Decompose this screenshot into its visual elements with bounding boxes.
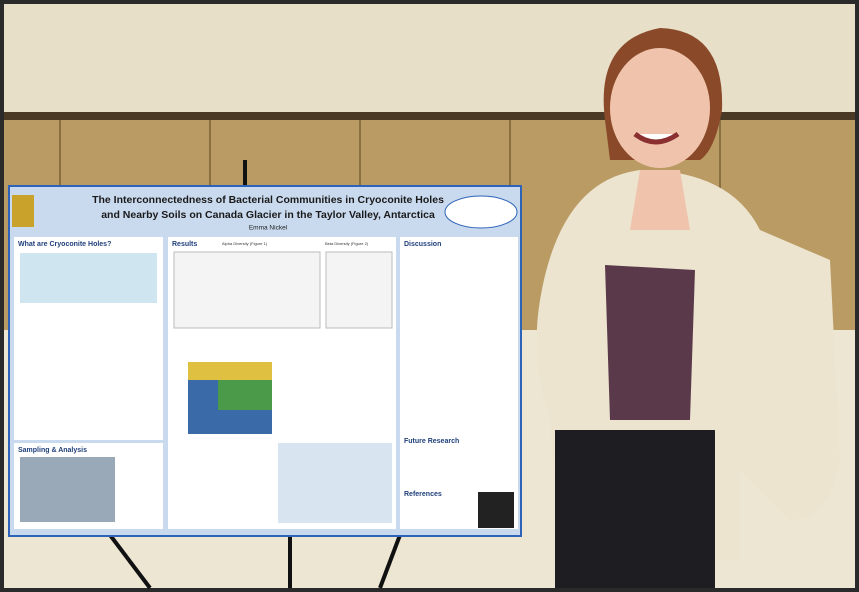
lab-logo bbox=[444, 195, 518, 229]
qr-code bbox=[478, 492, 514, 528]
poster-author: Emma Nickel bbox=[249, 225, 288, 232]
poster-title: The Interconnectedness of Bacterial Comm… bbox=[92, 194, 444, 206]
pants bbox=[555, 430, 715, 588]
diagram bbox=[20, 253, 157, 303]
section-heading: Discussion bbox=[404, 241, 441, 248]
pcoa-plot bbox=[325, 251, 393, 329]
poster-title: and Nearby Soils on Canada Glacier in th… bbox=[101, 209, 435, 221]
logo bbox=[12, 195, 34, 227]
neck bbox=[630, 170, 690, 230]
section-heading: References bbox=[404, 491, 442, 498]
section-heading: Sampling & Analysis bbox=[18, 447, 87, 454]
box-plot bbox=[173, 251, 321, 329]
easel bbox=[108, 160, 402, 590]
panel-trim bbox=[4, 112, 855, 120]
section-heading: Future Research bbox=[404, 438, 459, 445]
figure-label: Beta Diversity (Figure 2) bbox=[325, 241, 369, 246]
top bbox=[605, 265, 695, 420]
smile bbox=[633, 131, 680, 145]
panel bbox=[400, 237, 518, 529]
figure-label: Alpha Diversity (Figure 1) bbox=[222, 241, 268, 246]
photo-thumbnail bbox=[20, 457, 115, 522]
face bbox=[610, 48, 710, 168]
table bbox=[278, 443, 392, 523]
section-heading: What are Cryoconite Holes? bbox=[18, 241, 111, 248]
bar-plot bbox=[188, 362, 272, 434]
section-heading: Results bbox=[172, 241, 197, 248]
